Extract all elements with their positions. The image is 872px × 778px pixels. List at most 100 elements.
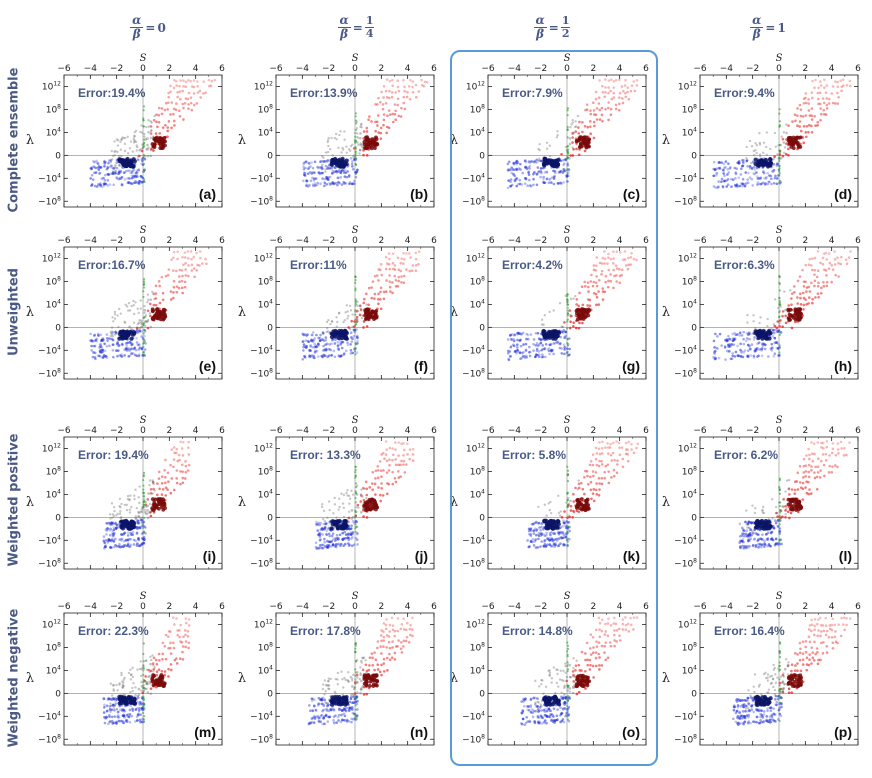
boundary-point (142, 332, 145, 335)
misclassified-point (783, 290, 786, 293)
x-axis-label: S (352, 53, 359, 64)
positive-point (816, 124, 819, 127)
positive-point (189, 250, 193, 253)
positive-point (607, 101, 610, 104)
negative-point (728, 167, 732, 170)
negative-point (550, 176, 554, 180)
negative-point (518, 178, 522, 182)
positive-point (824, 251, 828, 255)
negative-point (337, 170, 340, 173)
negative-point (102, 354, 106, 357)
misclassified-point (132, 137, 135, 140)
boundary-point (354, 329, 357, 332)
negative-cluster-point (128, 158, 134, 163)
scatter-points (506, 78, 639, 190)
misclassified-point (113, 140, 116, 143)
y-tick-label: 1012 (42, 252, 61, 264)
positive-point (182, 106, 185, 110)
positive-point (176, 250, 179, 254)
misclassified-point (355, 126, 359, 130)
negative-point (337, 180, 340, 184)
negative-point (304, 356, 307, 359)
negative-point (537, 170, 540, 174)
boundary-point (354, 470, 357, 474)
boundary-point (142, 156, 145, 159)
negative-point (723, 345, 727, 349)
positive-point (782, 141, 786, 144)
negative-cluster-point (756, 163, 762, 168)
boundary-point (142, 471, 146, 474)
misclassified-point (768, 147, 772, 151)
y-tick-label: 108 (46, 275, 61, 287)
negative-point (96, 332, 100, 336)
error-label: Error:16.7% (78, 258, 146, 272)
positive-point (821, 97, 825, 100)
positive-point (359, 142, 363, 145)
positive-cluster-point (578, 136, 583, 140)
boundary-point (142, 119, 145, 122)
negative-point (313, 160, 317, 164)
negative-point (736, 344, 739, 348)
misclassified-point (571, 118, 574, 122)
misclassified-point (326, 140, 329, 144)
negative-point (97, 334, 100, 337)
positive-point (804, 280, 807, 284)
x-tick-label: 0 (140, 64, 146, 74)
positive-point (379, 469, 383, 472)
x-tick-label: −2 (534, 64, 547, 74)
misclassified-point (359, 123, 363, 127)
negative-point (317, 343, 320, 346)
positive-point (409, 78, 412, 82)
misclassified-point (322, 517, 325, 521)
x-tick-label: 4 (405, 426, 411, 436)
misclassified-point (351, 143, 354, 146)
negative-point (325, 182, 329, 186)
positive-point (796, 279, 800, 283)
misclassified-point (324, 151, 328, 154)
positive-point (621, 97, 624, 100)
misclassified-point (121, 136, 124, 139)
misclassified-point (140, 321, 143, 324)
y-tick-label: −104 (674, 172, 697, 184)
positive-point (819, 119, 822, 122)
positive-point (160, 481, 164, 485)
boundary-point (142, 491, 145, 494)
positive-point (813, 86, 816, 89)
positive-point (373, 292, 377, 296)
y-tick-label: 1012 (466, 80, 485, 92)
negative-point (513, 179, 517, 183)
negative-point (112, 540, 116, 543)
positive-point (822, 280, 825, 284)
positive-point (154, 297, 158, 300)
positive-point (172, 285, 176, 289)
negative-point (351, 159, 354, 163)
positive-point (152, 303, 156, 307)
positive-point (196, 80, 199, 83)
positive-point (204, 91, 208, 94)
positive-point (784, 314, 787, 318)
negative-point (126, 531, 130, 534)
positive-point (149, 132, 153, 135)
negative-point (91, 178, 95, 181)
positive-point (799, 114, 803, 118)
negative-point (131, 352, 135, 355)
misclassified-point (128, 499, 131, 502)
positive-cluster-point (368, 499, 373, 504)
negative-point (94, 338, 98, 342)
y-tick-label: −108 (674, 195, 697, 207)
misclassified-point (342, 506, 346, 509)
positive-point (202, 80, 205, 83)
negative-point (716, 186, 719, 189)
positive-point (594, 113, 598, 116)
y-tick-label: 1012 (42, 442, 61, 454)
y-tick-label: 0 (267, 151, 273, 161)
misclassified-point (351, 313, 354, 316)
positive-point (804, 298, 807, 301)
negative-cluster-point (131, 524, 136, 529)
boundary-point (778, 344, 781, 347)
negative-point (734, 172, 738, 176)
negative-point (89, 332, 92, 336)
positive-point (816, 292, 820, 295)
positive-point (402, 95, 406, 99)
